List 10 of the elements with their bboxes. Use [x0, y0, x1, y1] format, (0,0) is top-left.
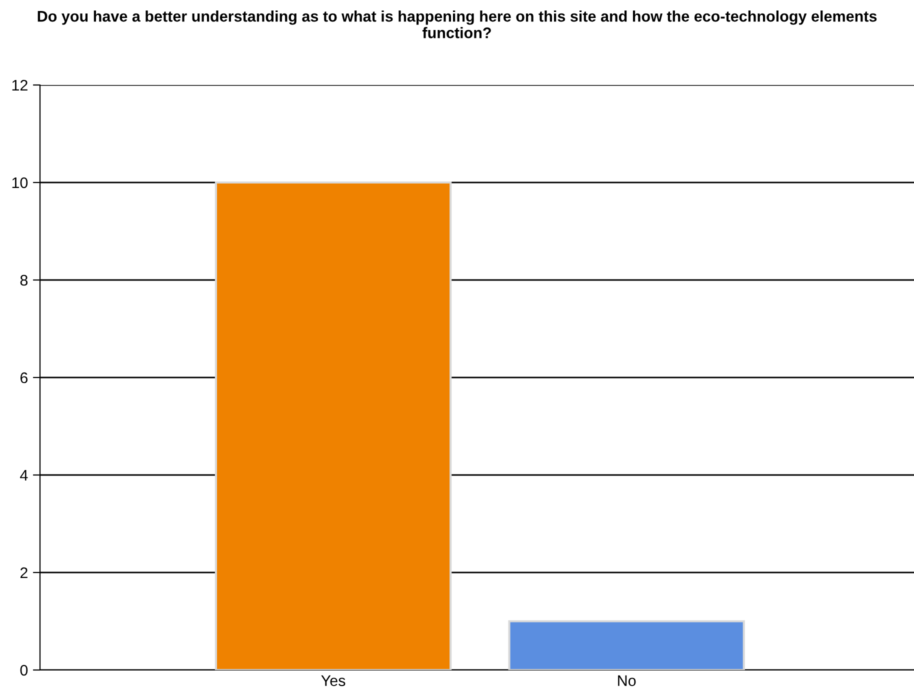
y-tick-label: 10 [12, 177, 28, 188]
y-tick-label: 8 [20, 274, 28, 286]
y-tick-label: 6 [20, 372, 28, 384]
y-tick-label: 2 [20, 567, 28, 578]
x-tick-label: Yes [321, 675, 346, 686]
x-tick-label: No [618, 675, 636, 686]
chart-title: Do you have a better understanding as to what is happening here on this site and how the eco-technology elements function? [38, 10, 877, 38]
y-tick-label: 4 [20, 470, 28, 481]
y-tick-label: 12 [12, 80, 28, 91]
y-tick-label: 0 [20, 664, 28, 676]
